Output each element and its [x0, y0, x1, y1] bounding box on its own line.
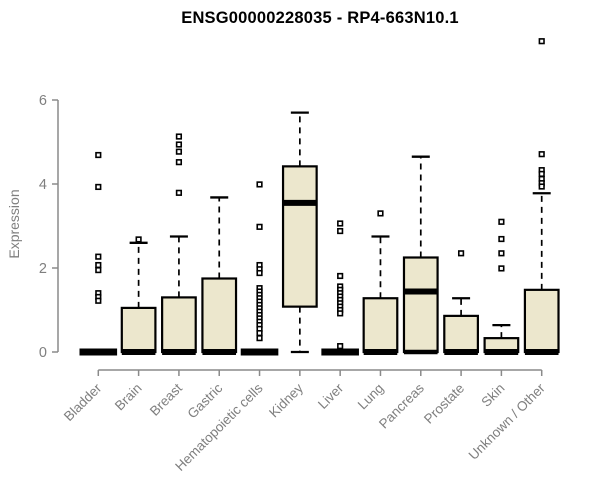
box-rect: [161, 296, 197, 354]
x-tick-label: Prostate: [421, 381, 467, 427]
outlier-point: [95, 297, 102, 304]
y-tick-label: 4: [39, 177, 47, 193]
outlier-point: [337, 272, 344, 280]
outlier-point: [337, 227, 344, 235]
outlier-point: [175, 159, 183, 166]
box-brain: [120, 236, 157, 355]
box-rect: [523, 288, 560, 354]
box-rect: [120, 306, 157, 354]
outlier-point: [95, 253, 102, 260]
outlier-point: [538, 151, 545, 158]
outlier-point: [95, 266, 102, 274]
y-tick-label: 0: [39, 345, 47, 361]
box-rect: [362, 297, 399, 354]
x-tick-label: Skin: [478, 381, 507, 410]
x-tick-label: Brain: [112, 381, 145, 414]
outlier-point: [256, 335, 263, 342]
box-lung: [362, 210, 399, 355]
outlier-point: [95, 183, 102, 191]
box-rect: [201, 277, 238, 354]
box-liver: [321, 220, 359, 356]
outlier-point: [538, 183, 545, 190]
box-gastric: [201, 196, 238, 355]
outlier-point: [538, 38, 545, 45]
x-tick-label: Kidney: [266, 380, 306, 420]
box-pancreas: [402, 155, 439, 355]
outlier-point: [457, 250, 465, 257]
x-tick-label: Lung: [355, 381, 387, 413]
outlier-point: [337, 343, 344, 350]
box-unknown-other: [523, 38, 560, 355]
x-tick-label: Bladder: [61, 380, 105, 424]
box-skin: [483, 218, 520, 355]
x-tick-label: Breast: [147, 380, 185, 418]
x-tick-label: Unknown / Other: [466, 380, 549, 463]
outlier-point: [377, 210, 384, 217]
outlier-point: [175, 141, 183, 148]
outlier-point: [135, 236, 142, 243]
outlier-point: [498, 250, 505, 257]
y-tick-label: 2: [39, 261, 47, 277]
outlier-point: [175, 148, 183, 155]
outlier-point: [498, 218, 505, 225]
box-prostate: [443, 250, 479, 355]
outlier-point: [498, 235, 505, 243]
outlier-point: [498, 265, 505, 272]
outlier-point: [256, 269, 263, 277]
box-rect: [443, 314, 479, 354]
box-kidney: [281, 111, 318, 354]
outlier-point: [175, 133, 183, 140]
outlier-point: [256, 181, 263, 188]
x-tick-label: Liver: [315, 380, 347, 412]
outlier-point: [95, 151, 102, 159]
box-breast: [161, 133, 197, 355]
chart-title: ENSG00000228035 - RP4-663N10.1: [181, 9, 459, 27]
x-tick-label: Pancreas: [376, 380, 427, 431]
box-bladder: [79, 151, 118, 356]
outlier-point: [256, 223, 263, 230]
box-rect: [281, 165, 318, 308]
box-rect: [402, 256, 439, 354]
outlier-point: [95, 261, 102, 269]
outlier-point: [337, 310, 344, 317]
outlier-point: [175, 189, 183, 196]
outlier-point: [337, 220, 344, 227]
outlier-point: [256, 329, 263, 337]
outlier-point: [538, 170, 545, 178]
y-tick-label: 6: [39, 93, 47, 109]
box-hematopoietic-cells: [240, 181, 279, 356]
